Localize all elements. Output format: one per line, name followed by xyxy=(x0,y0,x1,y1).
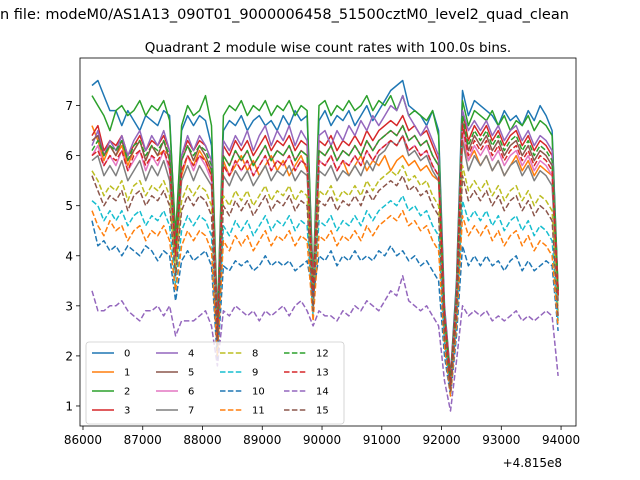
series-line-12 xyxy=(91,114,559,382)
legend-label: 0 xyxy=(124,349,130,360)
series-line-11 xyxy=(91,209,559,397)
legend-label: 6 xyxy=(188,387,194,398)
legend-label: 4 xyxy=(188,349,194,360)
legend-label: 8 xyxy=(252,349,258,360)
x-tick-label: 93000 xyxy=(482,433,520,447)
legend-label: 7 xyxy=(188,406,194,417)
series-line-10 xyxy=(91,220,559,397)
x-tick-label: 94000 xyxy=(542,433,580,447)
legend-label: 15 xyxy=(316,406,329,417)
legend-label: 12 xyxy=(316,349,329,360)
x-tick-label: 88000 xyxy=(183,433,221,447)
legend-label: 3 xyxy=(124,406,130,417)
legend-label: 10 xyxy=(252,387,265,398)
series-line-8 xyxy=(91,164,559,392)
y-tick-label: 4 xyxy=(65,249,73,263)
x-tick-label: 91000 xyxy=(363,433,401,447)
x-tick-label: 89000 xyxy=(243,433,281,447)
series-line-13 xyxy=(91,124,559,387)
series-lines xyxy=(91,79,559,412)
series-line-15 xyxy=(91,174,559,392)
legend-label: 9 xyxy=(252,368,258,379)
y-tick-label: 7 xyxy=(65,99,73,113)
legend-label: 14 xyxy=(316,387,329,398)
y-tick-label: 6 xyxy=(65,149,73,163)
x-tick-label: 90000 xyxy=(303,433,341,447)
y-tick-label: 2 xyxy=(65,349,73,363)
x-offset-label: +4.815e8 xyxy=(503,456,562,470)
legend-label: 1 xyxy=(124,368,130,379)
chart-suptitle: n file: modeM0/AS1A13_090T01_9000006458_… xyxy=(0,7,569,23)
legend-label: 11 xyxy=(252,406,265,417)
legend-label: 13 xyxy=(316,368,329,379)
axes-frame xyxy=(79,57,577,427)
y-tick-label: 1 xyxy=(65,399,73,413)
x-tick-label: 87000 xyxy=(124,433,162,447)
series-line-2 xyxy=(91,94,559,382)
y-tick-label: 3 xyxy=(65,299,73,313)
x-tick-label: 92000 xyxy=(422,433,460,447)
legend-label: 2 xyxy=(124,387,130,398)
series-line-7 xyxy=(91,134,559,387)
series-line-14 xyxy=(91,275,559,412)
chart-title: Quadrant 2 module wise count rates with … xyxy=(145,40,511,56)
legend-label: 5 xyxy=(188,368,194,379)
plot-area: 86000 87000 88000 89000 90000 91000 92000 93000… xyxy=(64,57,580,447)
series-line-0 xyxy=(91,79,559,377)
series-line-4 xyxy=(91,94,559,382)
legend-box xyxy=(85,341,345,425)
series-line-9 xyxy=(91,194,559,392)
x-tick-label: 86000 xyxy=(64,433,102,447)
y-tick-label: 5 xyxy=(65,199,73,213)
